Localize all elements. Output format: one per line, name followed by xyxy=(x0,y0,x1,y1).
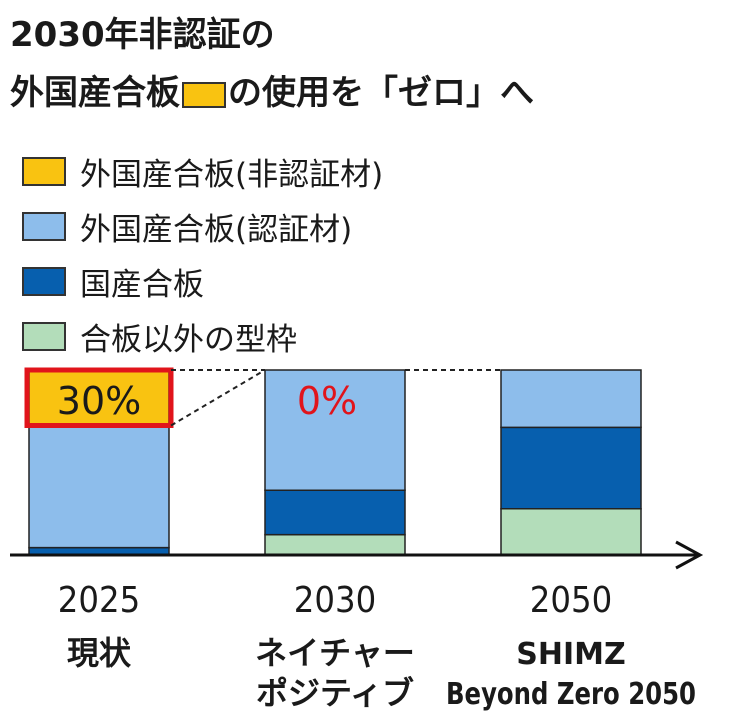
legend-label: 外国産合板(認証材) xyxy=(80,212,353,248)
bar-segment xyxy=(500,369,642,429)
category-sublabel: SHIMZ xyxy=(516,637,625,672)
annotation-0pct: 0% xyxy=(297,379,357,423)
title-text-after: の使用を「ゼロ」へ xyxy=(228,73,534,113)
legend-item: 外国産合板(非認証材) xyxy=(22,144,383,199)
bar-segment xyxy=(264,369,406,491)
legend-item: 合板以外の型枠 xyxy=(22,309,383,364)
chart-title-line2: 外国産合板 の使用を「ゼロ」へ xyxy=(10,76,534,110)
legend-item: 外国産合板(認証材) xyxy=(22,199,383,254)
category-label: 2050 xyxy=(530,580,612,621)
legend-label: 合板以外の型枠 xyxy=(80,322,297,358)
legend-item: 国産合板 xyxy=(22,254,383,309)
annotation-30pct: 30% xyxy=(57,379,141,423)
bar-segment xyxy=(500,508,642,556)
bar-segment xyxy=(28,424,170,549)
legend-swatch xyxy=(22,157,66,186)
title-text-before: 外国産合板 xyxy=(10,73,180,113)
title-inline-swatch xyxy=(182,81,226,108)
bar-segment xyxy=(264,533,406,556)
category-sublabel: Beyond Zero 2050 xyxy=(446,677,696,712)
bar-segment xyxy=(500,426,642,510)
legend-swatch xyxy=(22,322,66,351)
category-sublabel: ネイチャー xyxy=(255,634,415,672)
category-sublabel: ポジティブ xyxy=(256,674,414,712)
chart-title-line1: 2030年非認証の xyxy=(10,15,275,55)
connector-line-diagonal xyxy=(170,369,266,427)
legend-swatch xyxy=(22,212,66,241)
bar-segment xyxy=(264,489,406,536)
legend-label: 外国産合板(非認証材) xyxy=(80,157,384,193)
category-sublabel: 現状 xyxy=(67,634,132,672)
bar-segment xyxy=(28,369,170,427)
legend-swatch xyxy=(22,267,66,296)
legend: 外国産合板(非認証材) 外国産合板(認証材) 国産合板 合板以外の型枠 xyxy=(22,144,383,364)
category-label: 2030 xyxy=(294,580,376,621)
legend-label: 国産合板 xyxy=(80,267,204,303)
highlight-box xyxy=(24,367,174,428)
category-label: 2025 xyxy=(58,580,140,621)
x-axis-arrow xyxy=(675,540,704,570)
